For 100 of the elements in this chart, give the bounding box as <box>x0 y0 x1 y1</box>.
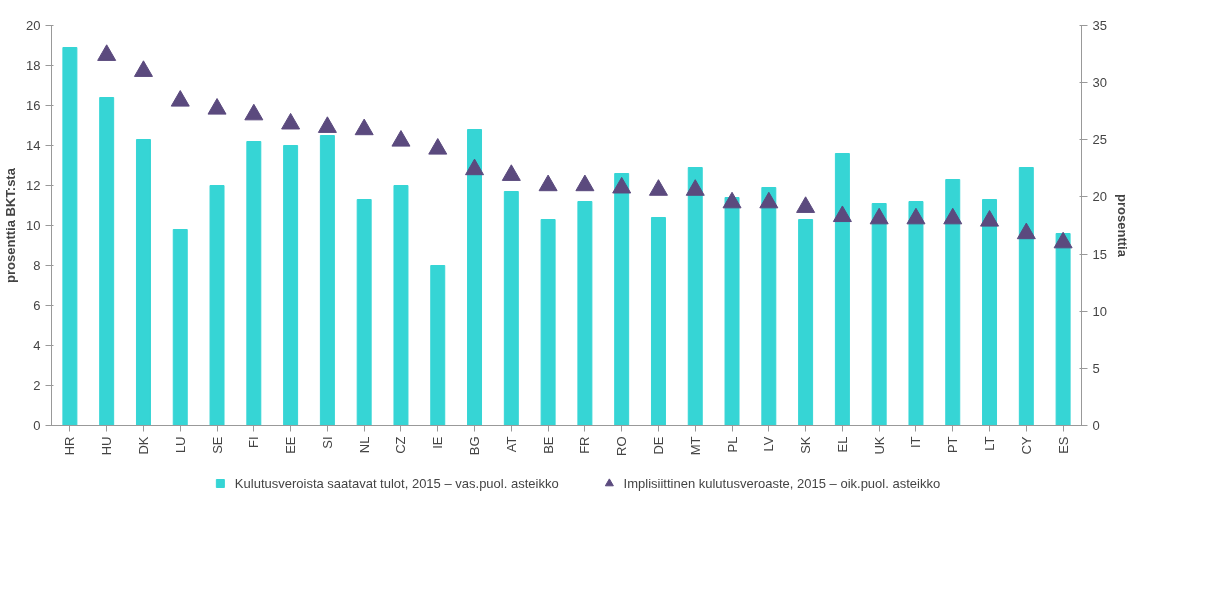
x-tick-label: MT <box>687 436 703 456</box>
bar <box>319 135 335 426</box>
x-tick-label: FR <box>577 436 593 454</box>
point <box>722 191 742 209</box>
y-tick-label: 18 <box>26 58 41 73</box>
y-axis-title: prosenttia BKT:sta <box>3 167 19 283</box>
y2-tick-label: 25 <box>1092 132 1107 148</box>
point <box>906 207 926 225</box>
y2-tick-label: 0 <box>1092 418 1100 433</box>
point <box>612 176 632 194</box>
legend-label: Implisiittinen kulutusveroaste, 2015 – oik.puol. asteikko <box>623 475 941 491</box>
y2-axis-title: prosenttia <box>1114 194 1130 258</box>
y-tick-label: 14 <box>26 138 41 153</box>
point <box>317 116 337 133</box>
bar <box>246 141 262 426</box>
x-tick-label: DK <box>135 436 151 455</box>
x-tick-label: BG <box>467 436 483 456</box>
bar <box>393 185 409 426</box>
point <box>97 44 117 61</box>
y-tick-label: 2 <box>33 378 41 393</box>
bar <box>283 145 299 426</box>
bar <box>945 179 961 426</box>
y-tick-label: 20 <box>26 18 41 33</box>
x-tick-label: PT <box>945 436 961 454</box>
x-tick-label: NL <box>356 436 372 454</box>
bar <box>982 199 998 426</box>
point <box>685 179 705 196</box>
bar <box>798 219 814 426</box>
bar <box>135 139 151 426</box>
bar <box>1055 233 1071 426</box>
point <box>281 112 301 130</box>
point <box>244 103 264 121</box>
bar <box>577 201 593 426</box>
x-tick-label: SK <box>798 436 814 454</box>
x-tick-label: UK <box>871 436 887 455</box>
point <box>207 98 227 115</box>
x-tick-label: EE <box>283 436 299 454</box>
bar <box>724 197 740 426</box>
x-tick-label: LT <box>982 436 998 451</box>
bar <box>908 201 924 426</box>
y-tick-label: 12 <box>26 178 41 193</box>
point <box>832 205 852 223</box>
y-tick-label: 6 <box>33 298 41 313</box>
bar <box>1018 167 1034 426</box>
point <box>391 130 411 147</box>
point <box>943 207 963 225</box>
y2-tick-label: 10 <box>1092 303 1107 319</box>
bar <box>650 217 666 426</box>
bar <box>62 47 78 426</box>
bar <box>356 199 372 426</box>
point <box>796 196 816 213</box>
x-tick-label: PL <box>724 436 740 453</box>
x-tick-label: CZ <box>393 436 409 454</box>
x-tick-label: RO <box>614 436 630 456</box>
y-tick-label: 0 <box>33 418 41 433</box>
x-tick-label: IE <box>430 436 446 449</box>
bar <box>687 167 703 426</box>
x-tick-label: DE <box>650 436 666 455</box>
y-tick-label: 8 <box>33 258 41 273</box>
bar <box>172 229 188 426</box>
bar <box>761 187 777 426</box>
point <box>354 118 374 136</box>
point <box>1016 222 1036 240</box>
x-tick-label: LU <box>172 436 188 454</box>
bar <box>871 203 887 426</box>
point <box>465 158 485 176</box>
point <box>1053 231 1073 249</box>
y-tick-label: 10 <box>26 218 41 233</box>
bar <box>540 219 556 426</box>
point <box>428 138 448 155</box>
bar <box>614 173 630 426</box>
bar <box>503 191 519 426</box>
bar <box>430 265 446 426</box>
y2-tick-label: 20 <box>1092 189 1107 205</box>
point <box>538 174 558 192</box>
x-tick-label: BE <box>540 436 556 454</box>
point <box>501 164 521 181</box>
point <box>759 191 779 209</box>
y-tick-label: 16 <box>26 98 41 113</box>
y2-tick-label: 30 <box>1092 75 1107 91</box>
x-tick-label: FI <box>246 436 262 449</box>
bar <box>99 97 115 426</box>
x-tick-label: AT <box>503 436 519 453</box>
x-tick-label: HR <box>62 436 78 456</box>
x-tick-label: SI <box>319 436 335 449</box>
point <box>980 210 1000 227</box>
x-tick-label: SE <box>209 436 225 454</box>
point <box>869 207 889 225</box>
x-tick-label: CY <box>1018 436 1034 455</box>
y2-tick-label: 15 <box>1092 246 1107 262</box>
y-tick-label: 4 <box>33 338 41 353</box>
bar <box>467 129 483 426</box>
x-tick-label: EL <box>834 436 850 453</box>
y2-tick-label: 5 <box>1092 360 1100 376</box>
x-tick-label: ES <box>1055 436 1071 454</box>
x-tick-label: IT <box>908 436 924 449</box>
x-tick-label: HU <box>99 436 115 456</box>
point <box>170 90 190 107</box>
x-tick-label: LV <box>761 436 777 452</box>
legend-label: Kulutusveroista saatavat tulot, 2015 – vas.puol. asteikko <box>234 475 559 491</box>
